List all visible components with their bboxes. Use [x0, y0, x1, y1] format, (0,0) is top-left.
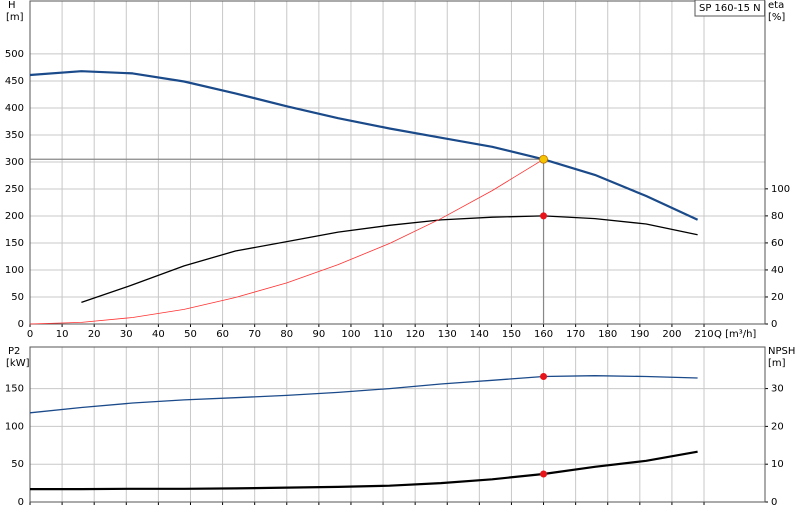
x-tick-label: 30: [120, 329, 133, 340]
y2-axis-unit: [m]: [768, 358, 786, 369]
y-tick-label: 200: [5, 211, 24, 222]
y-tick-label: 100: [5, 421, 24, 432]
x-tick-label: 0: [27, 329, 33, 340]
y-tick-label: 500: [5, 49, 24, 60]
x-tick-label: 70: [248, 329, 261, 340]
curve: [30, 450, 698, 491]
operating-marker: [540, 212, 548, 220]
plot-area: [30, 347, 765, 502]
curve: [29, 70, 699, 221]
curve: [29, 375, 698, 414]
y-tick-label: 50: [11, 459, 24, 470]
y2-tick-label: 30: [771, 384, 784, 395]
x-tick-label: 80: [280, 329, 293, 340]
x-tick-label: 50: [184, 329, 197, 340]
x-tick-label: 180: [598, 329, 617, 340]
chart-title: SP 160-15 N: [699, 3, 761, 14]
x-tick-label: 90: [312, 329, 325, 340]
x-tick-label: 160: [534, 329, 553, 340]
x-tick-label: 210: [694, 329, 713, 340]
x-tick-label: 140: [470, 329, 489, 340]
y-tick-label: 0: [18, 319, 24, 330]
y-tick-label: 0: [18, 497, 24, 508]
x-tick-label: 10: [56, 329, 69, 340]
operating-marker: [540, 372, 548, 380]
y2-tick-label: 60: [771, 238, 784, 249]
y2-tick-label: 80: [771, 211, 784, 222]
y2-axis-label: eta: [768, 0, 784, 11]
x-tick-label: 40: [152, 329, 165, 340]
y-tick-label: 300: [5, 157, 24, 168]
y2-tick-label: 0: [771, 497, 777, 508]
y-axis-unit: [m]: [6, 12, 24, 23]
y-axis-label: P2: [8, 346, 20, 357]
y-tick-label: 250: [5, 184, 24, 195]
x-axis-label: Q [m³/h]: [714, 329, 756, 340]
y-axis-label: H: [8, 0, 16, 11]
y2-axis-label: NPSH: [768, 346, 795, 357]
x-tick-label: 170: [566, 329, 585, 340]
title-box: [694, 0, 766, 17]
y2-tick-label: 20: [771, 421, 784, 432]
curve: [29, 158, 544, 325]
y-tick-label: 350: [5, 130, 24, 141]
y-tick-label: 450: [5, 76, 24, 87]
x-tick-label: 120: [406, 329, 425, 340]
x-tick-label: 130: [438, 329, 457, 340]
x-tick-label: 150: [502, 329, 521, 340]
y2-tick-label: 100: [771, 184, 790, 195]
curve: [81, 215, 698, 304]
operating-marker: [540, 470, 548, 478]
y-tick-label: 150: [5, 384, 24, 395]
plot-area: [30, 1, 765, 324]
operating-point: [539, 154, 548, 164]
x-tick-label: 60: [216, 329, 229, 340]
y-tick-label: 150: [5, 238, 24, 249]
x-tick-label: 200: [662, 329, 681, 340]
y2-tick-label: 20: [771, 292, 784, 303]
y2-tick-label: 40: [771, 265, 784, 276]
y-axis-unit: [kW]: [6, 358, 30, 369]
x-tick-label: 100: [341, 329, 360, 340]
y-tick-label: 400: [5, 103, 24, 114]
y2-tick-label: 0: [771, 319, 777, 330]
plot-frame: [29, 346, 766, 503]
y2-axis-unit: [%]: [768, 12, 785, 23]
x-tick-label: 20: [88, 329, 101, 340]
y-tick-label: 100: [5, 265, 24, 276]
y-tick-label: 50: [11, 292, 24, 303]
x-tick-label: 190: [630, 329, 649, 340]
plot-frame: [29, 0, 766, 325]
y2-tick-label: 10: [771, 459, 784, 470]
x-tick-label: 110: [374, 329, 393, 340]
